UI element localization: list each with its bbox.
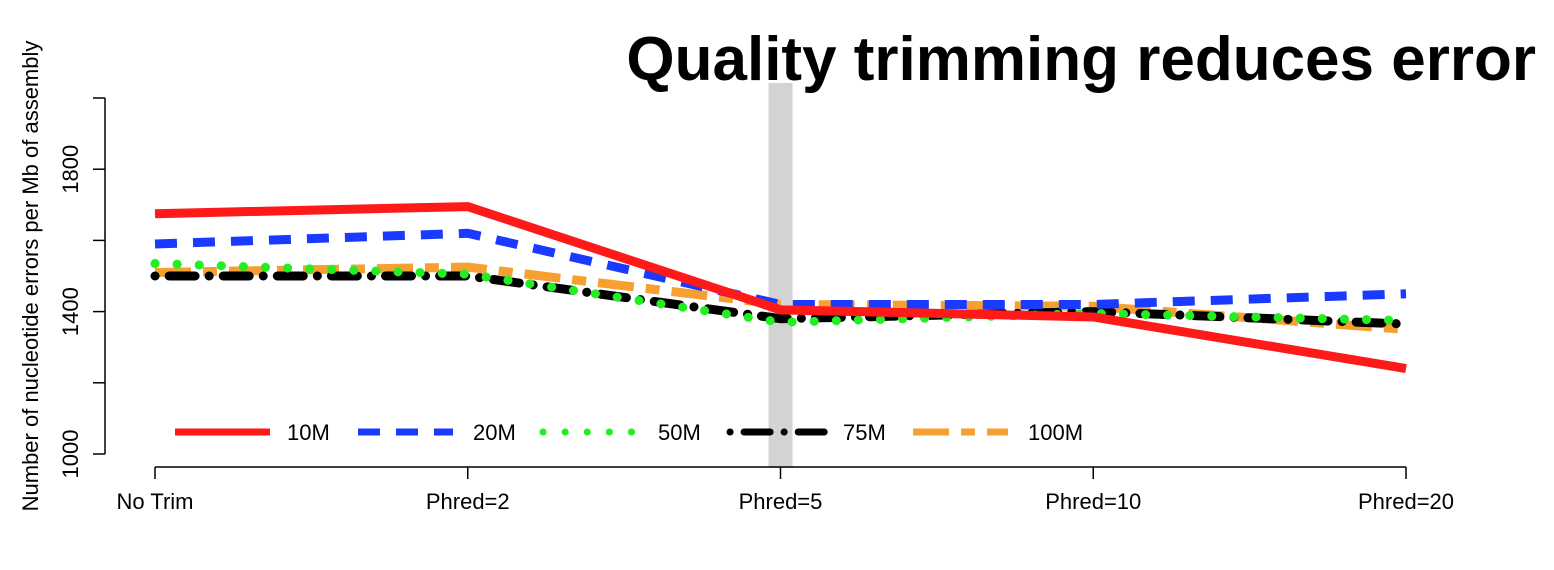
- x-tick-label: Phred=10: [1045, 489, 1141, 514]
- legend-label-10m: 10M: [287, 420, 330, 445]
- y-tick-label: 1800: [58, 145, 83, 194]
- series-layer: [150, 202, 1411, 373]
- legend-label-75m: 75M: [843, 420, 886, 445]
- x-tick-label: Phred=5: [739, 489, 823, 514]
- legend: 10M 20M 50M 75M 100M: [175, 420, 1083, 445]
- ticks: 1000 1400 1800 No Trim Phred=2 Phred=5 Phred=1…: [58, 97, 1454, 514]
- x-tick-label: Phred=20: [1358, 489, 1454, 514]
- y-axis-title: Number of nucleotide errors per Mb of as…: [18, 41, 43, 512]
- phred5-highlight-band: [768, 83, 793, 468]
- y-tick-label: 1000: [58, 430, 83, 479]
- series-line-20m: [154, 228, 1407, 309]
- series-line-10m: [154, 202, 1407, 373]
- x-tick-label: Phred=2: [426, 489, 510, 514]
- x-tick-label: No Trim: [117, 489, 194, 514]
- y-tick-label: 1400: [58, 287, 83, 336]
- legend-label-20m: 20M: [473, 420, 516, 445]
- legend-label-50m: 50M: [658, 420, 701, 445]
- chart-title: Quality trimming reduces error: [626, 25, 1536, 94]
- axes: [104, 98, 1406, 468]
- series-line-75m: [150, 271, 1411, 329]
- legend-label-100m: 100M: [1028, 420, 1083, 445]
